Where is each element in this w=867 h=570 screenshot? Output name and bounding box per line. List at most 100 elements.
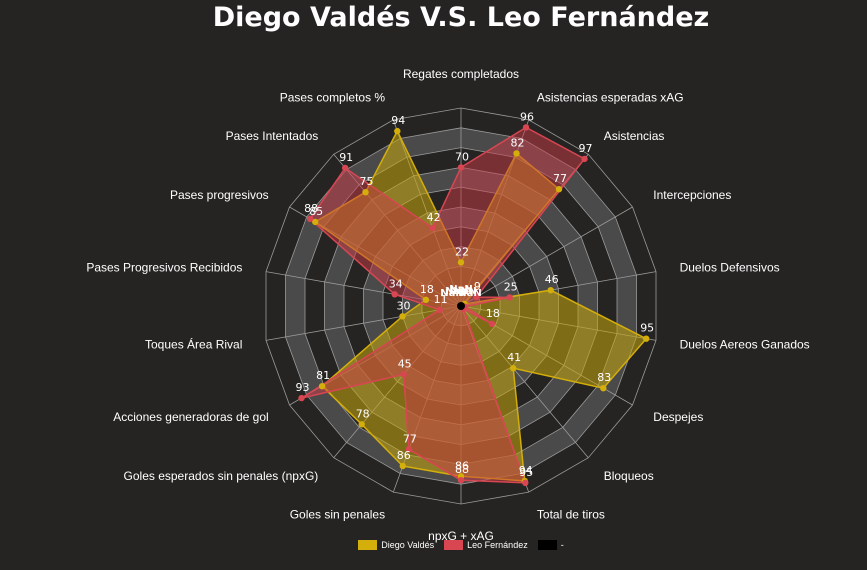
value-label-series-a: 82 [511,136,525,149]
value-label-series-a: 86 [455,459,469,472]
radar-point-series-b [298,394,305,402]
value-label-series-a: 94 [391,114,405,127]
nan-label: NaN [453,286,477,297]
value-label-series-b: 88 [455,463,469,476]
category-label: Duelos Aereos Ganados [680,338,810,352]
category-label: Total de tiros [537,508,605,522]
legend-swatch-series-c [537,540,557,550]
value-label-series-a: 95 [640,322,654,335]
value-label-series-a: 22 [455,245,469,258]
legend-item-series-c[interactable]: - [537,540,564,550]
value-label-series-b: 96 [520,110,534,123]
value-label-series-b: 9 [474,280,481,293]
nan-label: NaN [458,288,482,299]
radar-point-series-b [506,294,513,301]
value-label-series-b: 42 [427,211,441,224]
value-label-series-b: 45 [398,357,412,370]
value-label-series-a: 83 [597,371,611,384]
chart-title: Diego Valdés V.S. Leo Fernández [212,2,710,33]
value-label-series-a: 78 [356,407,370,420]
radar-point-series-a [547,287,554,294]
radar-point-series-b [488,320,496,327]
radar-point-series-b [522,479,529,486]
value-label-series-b: 11 [434,293,448,306]
radar-point-series-a [399,462,406,470]
category-label: Goles sin penales [290,508,385,522]
value-label-series-a: 85 [309,205,323,218]
radar-point-series-b [457,477,465,484]
value-label-series-a: 81 [316,369,330,382]
value-label-series-b: 34 [389,277,403,290]
value-label-series-b: 91 [339,151,353,164]
value-label-series-b: 93 [296,381,310,394]
radar-point-series-b [436,306,443,313]
radar-point-series-b [342,164,349,172]
radar-point-series-a [399,313,406,320]
value-label-series-a: 86 [397,449,411,462]
radar-point-series-a [394,127,401,135]
category-label: Pases progresivos [170,188,269,202]
radar-point-series-b [522,124,530,131]
legend-label-series-b: Leo Fernández [467,540,528,550]
radar-point-series-b [400,371,407,378]
legend-swatch-series-a [358,540,378,550]
radar-point-series-b [457,164,465,171]
category-label: Pases Intentados [226,129,319,143]
category-label: Asistencias [604,129,665,143]
radar-point-series-a [422,296,430,303]
value-label-series-a: 75 [360,175,374,188]
value-label-series-a: 94 [519,464,533,477]
category-label: Toques Área Rival [145,337,242,352]
radar-point-series-a [513,150,520,157]
radar-point-series-b [581,155,588,163]
value-label-series-b: 88 [304,202,318,215]
value-label-series-b: 97 [579,142,593,155]
legend-item-series-b[interactable]: Leo Fernández [444,540,528,550]
value-label-series-a: 46 [545,273,559,286]
value-label-series-b: 70 [455,150,469,163]
radar-value-labels: 2282774695834194868678813018857594709697… [296,110,655,478]
category-label: Acciones generadoras de gol [113,410,268,424]
radar-point-series-a [312,218,319,226]
category-label: Pases completos % [280,90,386,104]
legend-swatch-series-b [444,540,464,550]
category-label: Goles esperados sin penales (npxG) [124,469,319,483]
radar-point-series-a [362,189,369,196]
radar-spoke [460,206,633,307]
legend: Diego Valdés Leo Fernández - [0,540,867,550]
value-label-series-b: 18 [486,307,500,320]
radar-point-series-b [473,293,480,301]
radar-point-series-a [457,259,465,266]
legend-item-series-a[interactable]: Diego Valdés [358,540,434,550]
nan-label: NaN [440,288,464,299]
category-label: Despejes [653,410,703,424]
radar-point-series-b [405,446,413,453]
radar-point-series-a [358,421,365,428]
category-label: npxG + xAG [428,529,494,543]
category-label: Pases Progresivos Recibidos [86,261,242,275]
legend-label-series-a: Diego Valdés [381,540,435,550]
value-label-series-a: 18 [420,283,434,296]
value-label-series-b: 25 [504,280,518,293]
value-label-series-b: 95 [519,466,533,479]
radar-point-series-a [318,383,326,390]
radar-point-series-b [306,215,314,223]
radar-point-series-a [600,385,607,392]
value-label-series-a: 41 [507,351,521,364]
category-label: Asistencias esperadas xAG [537,90,684,104]
category-label: Duelos Defensivos [680,261,780,275]
category-label: Bloqueos [604,469,654,483]
radar-point-series-b [429,224,436,232]
value-label-series-b: 77 [403,432,417,445]
value-label-series-a: 30 [397,299,411,312]
radar-point-series-c [457,302,465,310]
value-label-series-a: 77 [553,172,567,185]
nan-label: NaN [445,286,469,297]
radar-point-series-b [391,291,398,298]
radar-point-series-a [555,186,563,193]
category-label: Intercepciones [653,188,731,202]
radar-point-series-a [510,365,517,372]
radar-points [298,124,650,486]
